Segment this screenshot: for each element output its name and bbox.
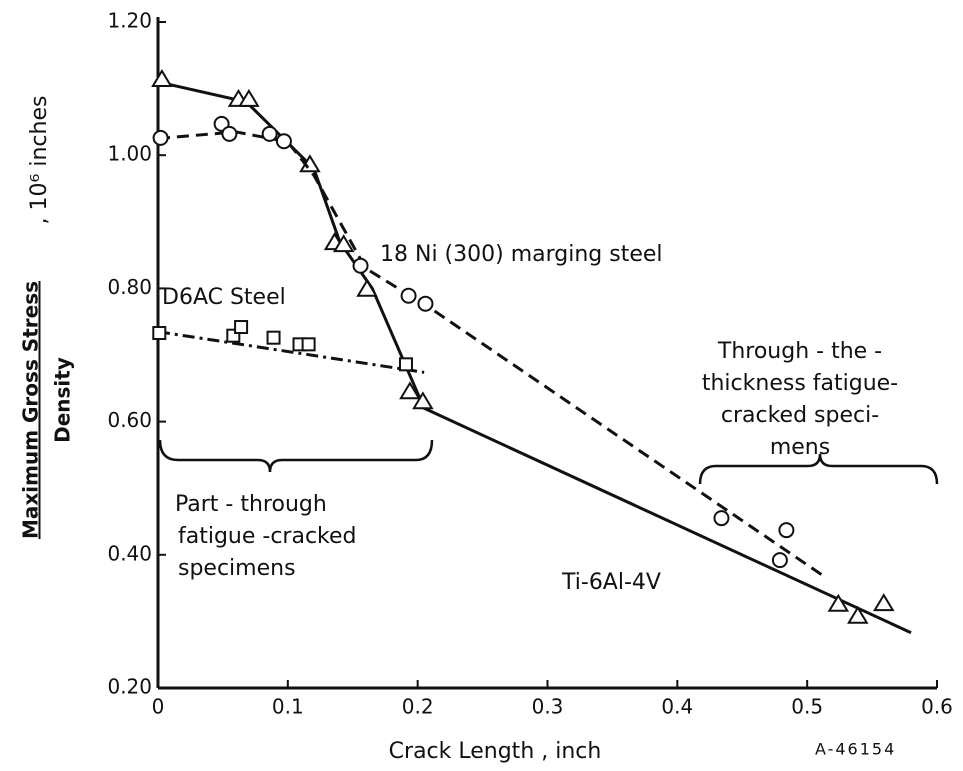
bracket xyxy=(698,453,939,485)
marker xyxy=(332,234,355,253)
marker xyxy=(151,68,173,87)
marker xyxy=(713,510,730,527)
y-tick-label: 0.20 xyxy=(107,675,152,699)
y-label-denominator: Density xyxy=(51,357,75,443)
marker xyxy=(778,522,795,539)
y-label-numerator: Maximum Gross Stress xyxy=(19,281,43,539)
marker xyxy=(221,125,238,142)
marker xyxy=(398,357,413,372)
bracket xyxy=(158,439,434,473)
x-tick-label: 0.2 xyxy=(402,695,434,719)
y-tick-label: 1.20 xyxy=(107,9,152,33)
marker xyxy=(152,129,169,146)
marker xyxy=(234,320,249,335)
annotation: mens xyxy=(770,435,830,460)
x-tick-label: 0.3 xyxy=(532,695,564,719)
marker xyxy=(266,330,281,345)
marker xyxy=(847,605,869,624)
marker xyxy=(261,125,278,142)
annotation: thickness fatigue- xyxy=(702,371,898,396)
marker xyxy=(400,287,417,304)
y-tick-label: 0.60 xyxy=(107,408,152,432)
series-label: Ti-6Al-4V xyxy=(561,570,661,595)
annotation: cracked speci- xyxy=(721,403,879,428)
annotation: Part - through xyxy=(175,492,327,517)
marker xyxy=(152,326,167,341)
x-tick-label: 0.5 xyxy=(791,695,823,719)
y-tick-label: 0.80 xyxy=(107,275,152,299)
x-tick-label: 0 xyxy=(152,695,165,719)
x-tick-label: 0.4 xyxy=(661,695,693,719)
annotation: Through - the - xyxy=(717,339,882,364)
x-tick-label: 0.1 xyxy=(272,695,304,719)
figure-id: A-46154 xyxy=(815,740,896,759)
x-tick-label: 0.6 xyxy=(921,695,953,719)
y-tick-label: 0.40 xyxy=(107,541,152,565)
marker xyxy=(827,593,850,612)
marker xyxy=(417,295,434,312)
y-tick-label: 1.00 xyxy=(107,142,152,166)
series-label: D6AC Steel xyxy=(162,285,286,310)
marker xyxy=(352,257,369,274)
marker xyxy=(356,278,378,297)
marker xyxy=(873,593,895,612)
series-line xyxy=(157,330,425,374)
marker xyxy=(275,133,292,150)
marker xyxy=(238,88,260,107)
marker xyxy=(399,381,421,400)
marker xyxy=(412,391,434,410)
series-label: 18 Ni (300) marging steel xyxy=(380,242,663,267)
annotation: fatigue -cracked xyxy=(178,524,357,549)
annotation: specimens xyxy=(178,556,296,581)
marker xyxy=(771,552,788,569)
y-label-unit: , 10⁶ inches xyxy=(27,96,52,225)
x-label: Crack Length , inch xyxy=(389,739,602,764)
marker xyxy=(301,337,316,352)
